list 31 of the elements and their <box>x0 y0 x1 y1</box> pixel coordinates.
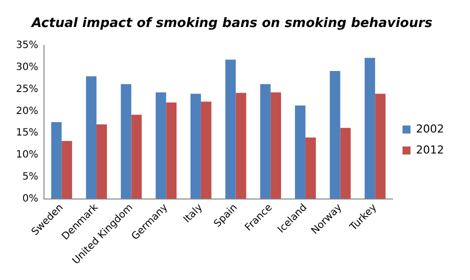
bar <box>294 106 306 199</box>
bar <box>62 140 72 199</box>
bar <box>340 128 351 199</box>
bar <box>330 70 340 199</box>
bar <box>236 92 246 199</box>
y-tick-label: 35% <box>16 40 38 52</box>
y-tick-label: 30% <box>16 62 38 74</box>
y-tick-label: 0% <box>22 193 38 204</box>
y-tick-label: 5% <box>22 171 38 182</box>
bar <box>131 114 142 199</box>
bar <box>270 92 282 199</box>
y-tick-label: 10% <box>16 150 38 161</box>
bar <box>375 94 386 199</box>
bar <box>364 58 376 199</box>
chart-title: Actual impact of smoking bans on smoking behaviours <box>30 16 433 32</box>
bar <box>305 137 316 199</box>
bar <box>51 122 62 199</box>
bar <box>166 102 177 199</box>
y-tick-label: 20% <box>16 106 38 117</box>
y-tick-label: 25% <box>16 84 38 95</box>
bar <box>200 102 212 199</box>
bar <box>156 92 166 199</box>
bar <box>260 84 271 199</box>
bar <box>96 124 107 199</box>
legend-label: 2002 <box>416 122 444 136</box>
bar <box>86 76 96 199</box>
y-tick-label: 15% <box>16 128 38 139</box>
bar <box>225 60 236 199</box>
bar <box>190 94 201 199</box>
legend-label: 2012 <box>416 143 444 156</box>
bar <box>120 84 132 199</box>
